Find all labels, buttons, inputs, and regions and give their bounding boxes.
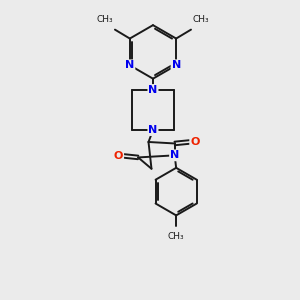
Text: N: N: [148, 85, 158, 95]
Text: CH₃: CH₃: [168, 232, 184, 241]
Text: CH₃: CH₃: [97, 15, 113, 24]
Text: O: O: [190, 137, 200, 147]
Text: N: N: [170, 150, 179, 160]
Text: O: O: [114, 151, 123, 161]
Text: N: N: [148, 125, 158, 135]
Text: CH₃: CH₃: [193, 15, 209, 24]
Text: N: N: [125, 60, 134, 70]
Text: N: N: [172, 60, 181, 70]
